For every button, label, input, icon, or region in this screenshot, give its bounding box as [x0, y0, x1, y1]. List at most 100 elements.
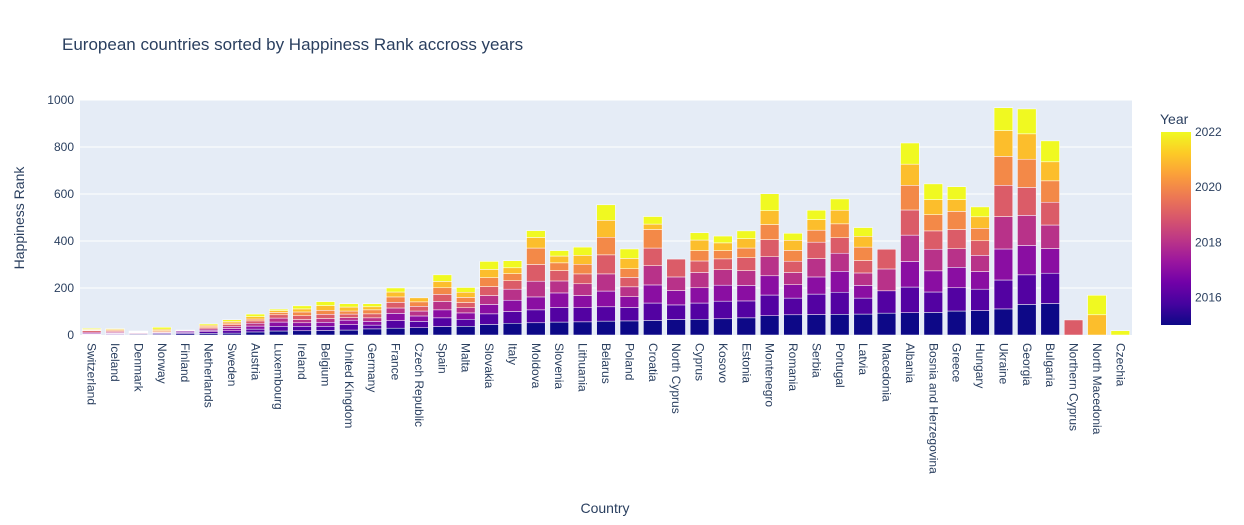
bar-segment[interactable]	[970, 206, 990, 218]
bar-segment[interactable]	[573, 321, 593, 336]
bar-segment[interactable]	[853, 285, 873, 299]
bar-segment[interactable]	[269, 310, 289, 313]
bar-segment[interactable]	[993, 308, 1014, 336]
bar-segment[interactable]	[923, 214, 943, 232]
bar-segment[interactable]	[900, 312, 920, 336]
bar-segment[interactable]	[876, 268, 897, 292]
bar-segment[interactable]	[526, 247, 546, 265]
bar-segment[interactable]	[760, 224, 780, 240]
bar-segment[interactable]	[315, 305, 336, 311]
bar-segment[interactable]	[666, 304, 686, 320]
bar-segment[interactable]	[1040, 303, 1060, 336]
bar-segment[interactable]	[573, 307, 593, 323]
bar-segment[interactable]	[806, 209, 827, 220]
bar-segment[interactable]	[1017, 187, 1037, 216]
bar-segment[interactable]	[900, 142, 920, 165]
bar-segment[interactable]	[736, 257, 756, 271]
bar-segment[interactable]	[947, 248, 967, 268]
bar-segment[interactable]	[222, 330, 242, 334]
bar-segment[interactable]	[315, 314, 336, 319]
bar-segment[interactable]	[339, 306, 359, 312]
bar-segment[interactable]	[947, 229, 967, 250]
bar-segment[interactable]	[292, 319, 312, 324]
bar-segment[interactable]	[853, 297, 873, 315]
bar-segment[interactable]	[432, 326, 452, 336]
bar-segment[interactable]	[269, 321, 289, 327]
bar-segment[interactable]	[876, 312, 897, 336]
bar-segment[interactable]	[479, 269, 499, 278]
bar-segment[interactable]	[806, 258, 827, 278]
bar-segment[interactable]	[806, 293, 827, 315]
bar-segment[interactable]	[947, 287, 967, 312]
bar-segment[interactable]	[923, 291, 943, 313]
bar-segment[interactable]	[1063, 319, 1084, 336]
bar-segment[interactable]	[502, 323, 523, 336]
bar-segment[interactable]	[643, 284, 663, 304]
bar-segment[interactable]	[502, 288, 523, 301]
bar-segment[interactable]	[853, 313, 873, 336]
bar-segment[interactable]	[689, 239, 710, 251]
bar-segment[interactable]	[315, 330, 336, 336]
bar-segment[interactable]	[292, 330, 312, 336]
bar-segment[interactable]	[689, 272, 710, 289]
bar-segment[interactable]	[970, 288, 990, 311]
bar-segment[interactable]	[830, 209, 850, 225]
bar-segment[interactable]	[502, 280, 523, 290]
bar-segment[interactable]	[760, 256, 780, 277]
bar-segment[interactable]	[900, 163, 920, 186]
bar-segment[interactable]	[245, 320, 265, 324]
bar-segment[interactable]	[736, 285, 756, 302]
bar-segment[interactable]	[619, 296, 639, 308]
bar-segment[interactable]	[339, 303, 359, 308]
bar-segment[interactable]	[245, 313, 265, 317]
bar-segment[interactable]	[409, 321, 429, 328]
bar-segment[interactable]	[619, 277, 639, 288]
bar-segment[interactable]	[713, 235, 733, 244]
bar-segment[interactable]	[479, 277, 499, 287]
bar-segment[interactable]	[526, 296, 546, 311]
bar-segment[interactable]	[549, 270, 569, 282]
bar-segment[interactable]	[549, 280, 569, 294]
bar-segment[interactable]	[783, 314, 803, 336]
bar-segment[interactable]	[315, 326, 336, 331]
bar-segment[interactable]	[993, 185, 1014, 217]
bar-segment[interactable]	[1017, 215, 1037, 246]
bar-segment[interactable]	[713, 318, 733, 336]
bar-segment[interactable]	[619, 286, 639, 297]
bar-segment[interactable]	[526, 264, 546, 282]
bar-segment[interactable]	[666, 319, 686, 336]
bar-segment[interactable]	[876, 290, 897, 314]
bar-segment[interactable]	[596, 290, 616, 308]
bar-segment[interactable]	[643, 265, 663, 286]
bar-segment[interactable]	[830, 291, 850, 315]
bar-segment[interactable]	[339, 317, 359, 321]
bar-segment[interactable]	[643, 247, 663, 266]
bar-segment[interactable]	[245, 316, 265, 320]
bar-segment[interactable]	[596, 254, 616, 275]
bar-segment[interactable]	[760, 315, 780, 336]
bar-segment[interactable]	[736, 317, 756, 336]
bar-segment[interactable]	[736, 270, 756, 286]
bar-segment[interactable]	[245, 323, 265, 327]
bar-segment[interactable]	[82, 328, 102, 330]
bar-segment[interactable]	[1040, 248, 1060, 274]
bar-segment[interactable]	[783, 250, 803, 262]
bar-segment[interactable]	[736, 238, 756, 249]
bar-segment[interactable]	[315, 301, 336, 306]
bar-segment[interactable]	[432, 281, 452, 289]
bar-segment[interactable]	[198, 323, 219, 326]
bar-segment[interactable]	[830, 271, 850, 293]
bar-segment[interactable]	[923, 183, 943, 200]
bar-segment[interactable]	[479, 295, 499, 305]
bar-segment[interactable]	[830, 252, 850, 272]
bar-segment[interactable]	[643, 216, 663, 225]
bar-segment[interactable]	[385, 313, 406, 321]
bar-segment[interactable]	[806, 229, 827, 243]
bar-segment[interactable]	[456, 302, 476, 308]
bar-segment[interactable]	[549, 262, 569, 271]
bar-segment[interactable]	[1017, 108, 1037, 135]
bar-segment[interactable]	[385, 302, 406, 309]
bar-segment[interactable]	[783, 272, 803, 285]
bar-segment[interactable]	[596, 306, 616, 322]
bar-segment[interactable]	[713, 284, 733, 302]
